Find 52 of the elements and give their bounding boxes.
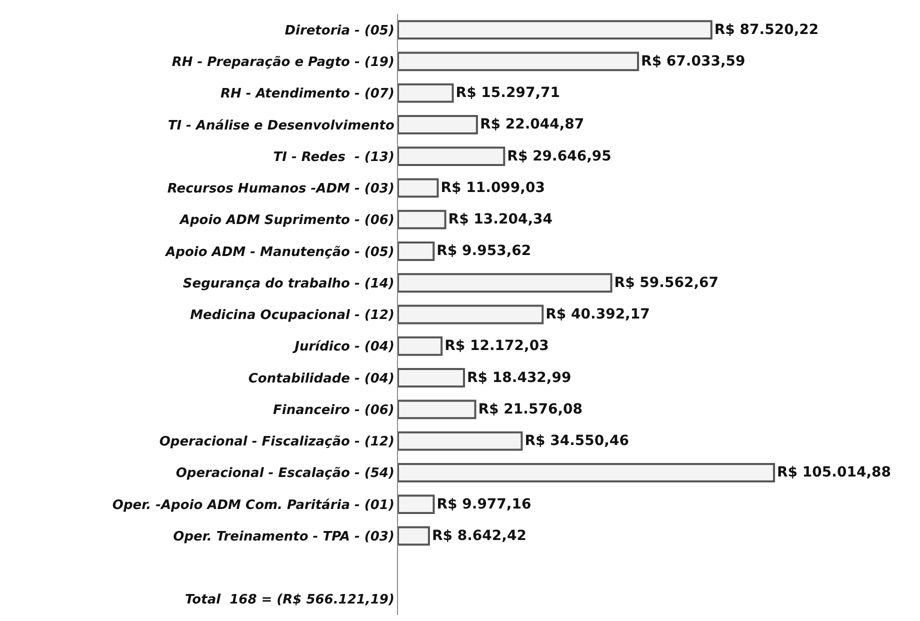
data-label: R$ 34.550,46 <box>524 433 629 450</box>
y-tick-label: Oper. -Apoio ADM Com. Paritária - (01) <box>112 498 394 513</box>
y-tick-label: RH - Atendimento - (07) <box>220 86 394 102</box>
bar <box>398 336 443 356</box>
data-label: R$ 9.953,62 <box>436 243 532 260</box>
data-label: R$ 8.642,42 <box>432 528 526 544</box>
data-label: R$ 29.646,95 <box>507 148 612 164</box>
y-tick-label: Segurança do trabalho - (14) <box>182 276 394 292</box>
data-label: R$ 9.977,16 <box>436 496 532 512</box>
bar <box>398 52 640 72</box>
bar <box>398 462 776 482</box>
data-label: R$ 12.172,03 <box>444 338 549 354</box>
bar <box>398 400 476 420</box>
bar <box>398 20 712 40</box>
data-label: R$ 40.392,17 <box>546 306 650 322</box>
bar <box>398 368 465 388</box>
data-label: R$ 87.520,22 <box>714 22 819 38</box>
y-tick-label: Financeiro - (06) <box>273 402 394 418</box>
bar <box>398 146 506 166</box>
y-tick-label: Operacional - Escalação - (54) <box>176 466 394 482</box>
data-label: R$ 59.562,67 <box>614 274 719 291</box>
y-tick-label: Jurídico - (04) <box>292 340 394 355</box>
bar <box>398 115 478 134</box>
y-tick-label: Medicina Ocupacional - (12) <box>190 308 394 324</box>
y-tick-label: Diretoria - (05) <box>284 23 394 38</box>
data-label: R$ 18.432,99 <box>467 370 572 386</box>
bar <box>398 210 446 230</box>
y-tick-label: Contabilidade - (04) <box>248 371 394 386</box>
y-tick-label: Operacional - Fiscalização - (12) <box>159 434 394 450</box>
data-label: R$ 22.044,87 <box>480 116 584 133</box>
bar <box>398 178 439 198</box>
y-tick-label: Apoio ADM Suprimento - (06) <box>178 213 394 228</box>
bar <box>398 83 454 103</box>
y-tick-label: TI - Redes - (13) <box>273 150 394 165</box>
bar <box>398 494 435 514</box>
y-tick-label: Apoio ADM - Manutenção - (05) <box>164 244 394 260</box>
data-label: R$ 11.099,03 <box>440 180 545 196</box>
data-label: R$ 15.297,71 <box>456 85 560 102</box>
y-tick-label: Recursos Humanos -ADM - (03) <box>167 182 394 197</box>
bar <box>398 304 544 324</box>
bar <box>398 526 430 546</box>
bar <box>398 242 435 261</box>
data-label: R$ 67.033,59 <box>641 53 746 70</box>
bar <box>398 431 523 451</box>
y-tick-label: TI - Análise e Desenvolvimento <box>168 118 394 134</box>
y-tick-label: RH - Preparação e Pagto - (19) <box>172 55 394 70</box>
data-label: R$ 21.576,08 <box>478 401 582 418</box>
y-tick-label: Total 168 = (R$ 566.121,19) <box>184 592 394 608</box>
y-tick-label: Oper. Treinamento - TPA - (03) <box>173 529 394 544</box>
data-label: R$ 13.204,34 <box>448 212 553 228</box>
data-label: R$ 105.014,88 <box>777 464 891 481</box>
bar <box>398 273 612 293</box>
